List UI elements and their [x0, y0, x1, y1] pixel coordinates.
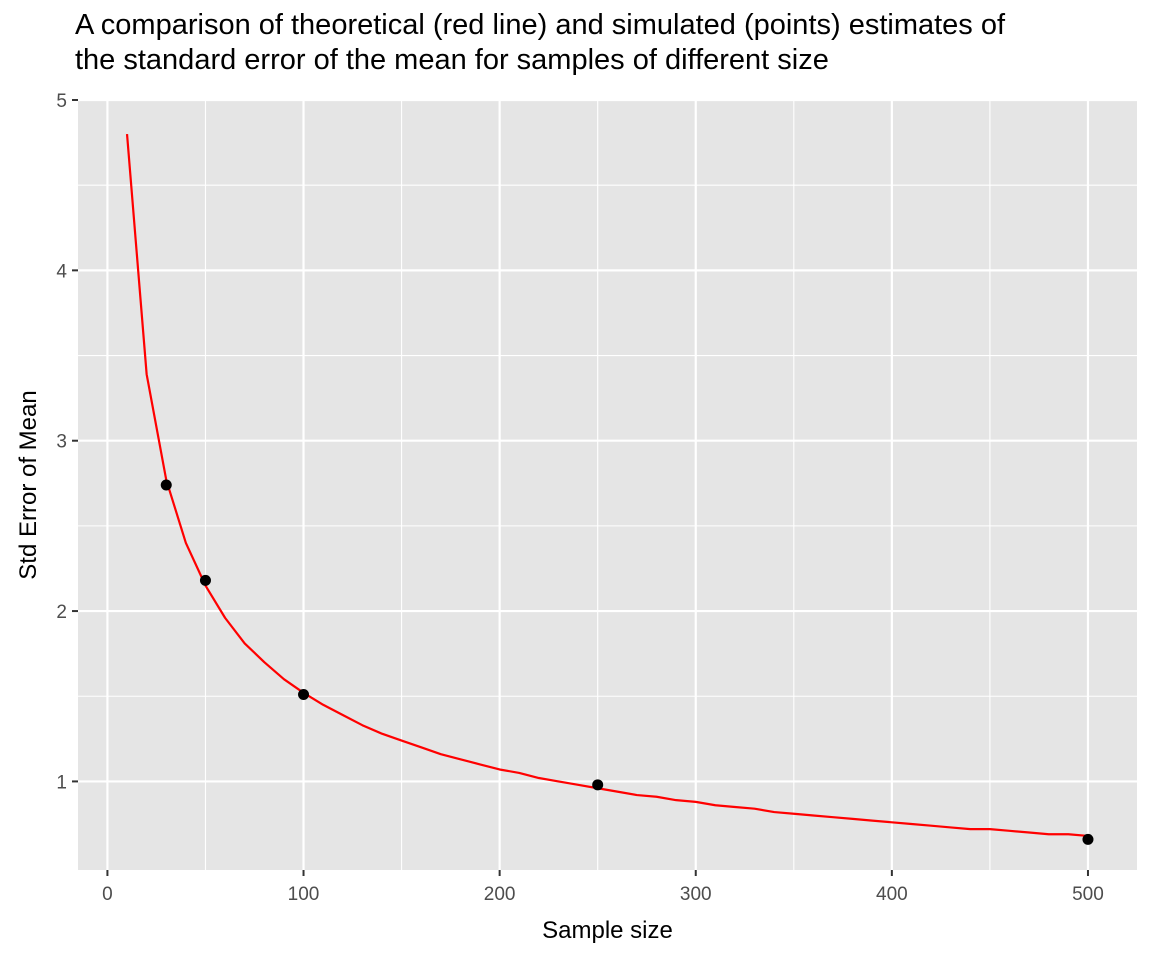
x-axis-tick-label: 400: [876, 884, 908, 905]
x-axis-title: Sample size: [542, 917, 673, 944]
simulated-data-point: [160, 479, 172, 491]
simulated-data-point: [298, 689, 310, 701]
theoretical-curve-line: [125, 133, 1089, 838]
x-axis-tick-label: 200: [484, 884, 516, 905]
major-gridlines: [78, 98, 1137, 870]
x-axis-tick-label: 100: [288, 884, 320, 905]
simulated-data-point: [592, 779, 604, 791]
y-axis-tick-label: 2: [56, 602, 67, 623]
minor-gridlines: [78, 100, 1137, 870]
y-axis-tick-label: 5: [56, 91, 67, 112]
axis-ticks: [72, 99, 1089, 876]
chart-title-line-1: A comparison of theoretical (red line) a…: [75, 9, 1006, 41]
y-axis-tick-label: 3: [56, 432, 67, 453]
x-axis-tick-label: 0: [102, 884, 113, 905]
tick-labels: 0 100 200 300 400 500 1 2 3 4 5: [56, 91, 1103, 905]
plot-panel-background: [78, 100, 1137, 870]
chart-title-line-2: the standard error of the mean for sampl…: [75, 44, 829, 76]
series-layer: [125, 133, 1094, 845]
x-axis-tick-label: 300: [680, 884, 712, 905]
chart-title: A comparison of theoretical (red line) a…: [75, 8, 1152, 78]
simulated-data-point: [199, 574, 211, 586]
y-axis-tick-label: 1: [56, 772, 67, 793]
x-axis-tick-label: 500: [1072, 884, 1104, 905]
y-axis-tick-label: 4: [56, 261, 67, 282]
simulated-data-point: [1082, 833, 1094, 845]
y-axis-title: Std Error of Mean: [15, 390, 42, 579]
